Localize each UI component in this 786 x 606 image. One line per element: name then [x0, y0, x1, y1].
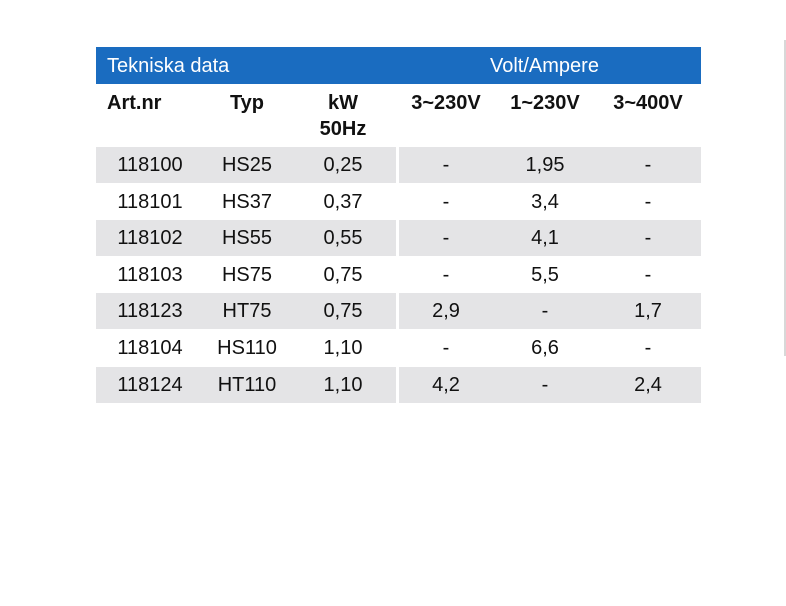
cell: - [442, 263, 450, 286]
cell: HS110 [217, 337, 277, 359]
cell: 1,7 [634, 300, 662, 323]
column-header: kW 50Hz [319, 92, 367, 140]
cell: - [644, 154, 652, 176]
cell: 2,4 [634, 373, 662, 396]
column-header: Art.nr [107, 92, 162, 114]
cell: HT110 [217, 373, 277, 396]
table-row [96, 366, 701, 403]
column-header: 1~230V [510, 92, 580, 114]
cell: 0,75 [323, 263, 363, 286]
cell: - [442, 190, 450, 213]
separator [396, 366, 399, 403]
cell: 118123 [117, 300, 183, 323]
cell: - [644, 263, 652, 286]
cell: 1,95 [525, 154, 565, 176]
separator [396, 220, 399, 257]
cell: HT75 [222, 300, 272, 323]
cell: 4,2 [432, 373, 460, 396]
cell: 3,4 [531, 190, 559, 213]
edge-line [784, 40, 786, 356]
cell: - [541, 300, 549, 323]
cell: 118102 [117, 227, 183, 250]
column-header: 3~230V [411, 92, 481, 114]
table-title: Tekniska data [107, 55, 230, 77]
cell: 6,6 [531, 337, 559, 359]
table-row [96, 293, 701, 330]
cell: 118124 [117, 373, 183, 396]
cell: - [442, 154, 450, 176]
cell: 0,25 [323, 154, 363, 176]
cell: 118101 [117, 190, 183, 213]
cell: 0,75 [323, 300, 363, 323]
table-row [96, 220, 701, 257]
table-row [96, 147, 701, 183]
cell: 2,9 [432, 300, 460, 323]
cell: 4,1 [531, 227, 559, 250]
header-bar [96, 47, 701, 84]
cell: - [541, 373, 549, 396]
separator [396, 293, 399, 330]
cell: - [442, 227, 450, 250]
cell: - [644, 190, 652, 213]
cell: HS25 [221, 154, 273, 176]
cell: - [644, 227, 652, 250]
cell: 0,37 [323, 190, 363, 213]
column-header: Typ [229, 92, 265, 114]
cell: 118104 [117, 337, 183, 359]
group-title: Volt/Ampere [490, 55, 599, 77]
cell: 1,10 [323, 373, 363, 396]
cell: - [644, 337, 652, 359]
cell: 0,55 [323, 227, 363, 250]
cell: 118103 [117, 263, 183, 286]
cell: - [442, 337, 450, 359]
cell: HS75 [221, 263, 273, 286]
cell: 118100 [117, 154, 183, 176]
column-header: 3~400V [613, 92, 683, 114]
cell: HS37 [221, 190, 273, 213]
cell: 1,10 [323, 337, 363, 359]
separator [396, 147, 399, 183]
cell: HS55 [221, 227, 273, 250]
cell: 5,5 [531, 263, 559, 286]
